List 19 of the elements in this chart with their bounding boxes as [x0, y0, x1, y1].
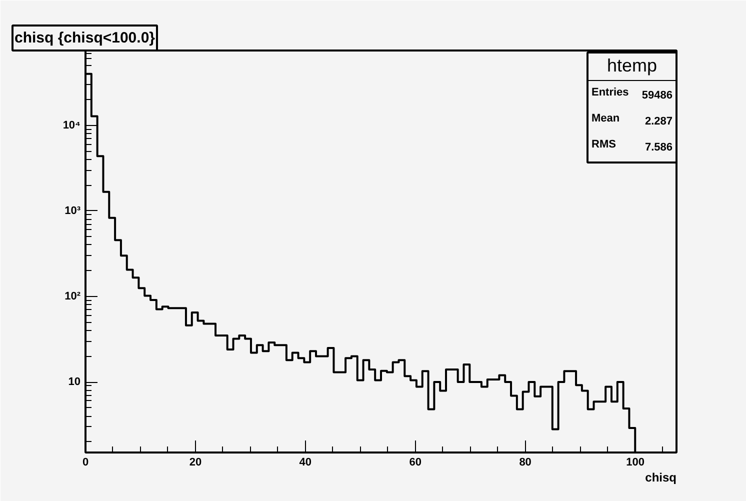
annotation: Entries: [592, 86, 629, 98]
annotation: 59486: [642, 90, 673, 102]
x-tick-label: 80: [519, 456, 532, 468]
annotation: 2.287: [644, 116, 673, 128]
y-tick-label: 10: [68, 376, 81, 388]
annotation: RMS: [592, 138, 616, 150]
x-tick-label: 40: [299, 456, 312, 468]
annotation: Mean: [592, 112, 620, 124]
annotation: htemp: [606, 56, 658, 76]
x-tick-label: 60: [409, 456, 422, 468]
y-tick-label: 10⁴: [62, 119, 81, 132]
x-tick-label: 0: [82, 456, 89, 468]
annotation: 7.586: [644, 142, 673, 154]
x-tick-label: 20: [189, 456, 202, 468]
y-tick-label: 10²: [64, 290, 81, 302]
chart-title: chisq {chisq<100.0}: [14, 30, 156, 46]
y-tick-label: 10³: [64, 204, 81, 217]
x-tick-label: 100: [626, 456, 644, 468]
x-axis-title: chisq: [645, 470, 676, 484]
